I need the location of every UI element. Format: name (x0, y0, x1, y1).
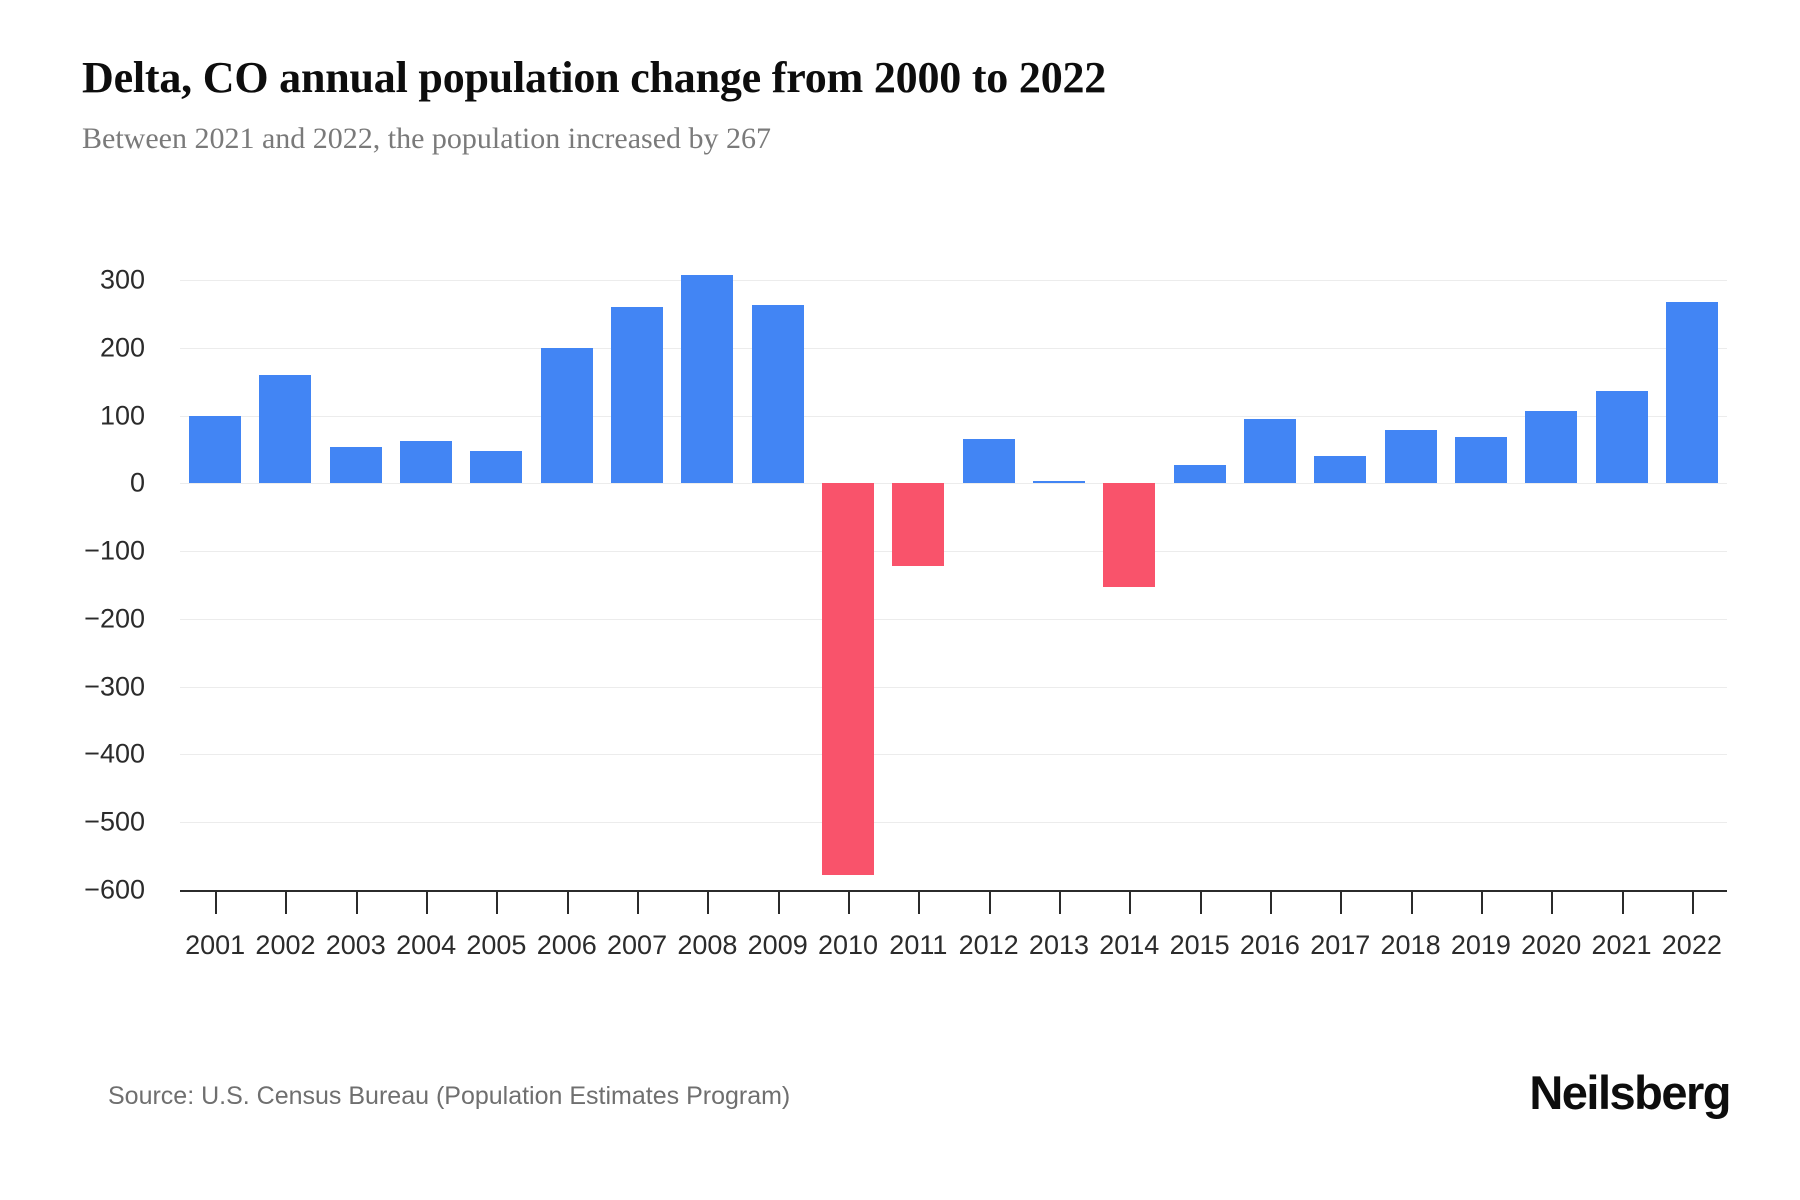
gridline (180, 551, 1727, 553)
gridline (180, 280, 1727, 281)
y-axis-tick-label: 200 (99, 332, 145, 363)
bar-series (180, 275, 1727, 890)
x-axis-tick-label-2009: 2009 (747, 930, 808, 960)
bar-2022[interactable] (1665, 302, 1718, 484)
x-axis-tick (1480, 890, 1483, 914)
x-axis-tick (496, 890, 499, 914)
bar-2018[interactable] (1384, 429, 1437, 484)
x-axis-tick-label-2020: 2020 (1521, 930, 1582, 960)
bar-2010[interactable] (822, 483, 875, 876)
x-axis-tick-label-2019: 2019 (1450, 930, 1511, 960)
x-axis-tick (215, 890, 218, 914)
x-axis-tick-label-2004: 2004 (396, 930, 457, 960)
bar-2013[interactable] (1032, 481, 1085, 484)
x-axis-tick (426, 890, 429, 914)
x-axis-tick (1199, 890, 1202, 914)
x-axis-line (180, 890, 1727, 892)
bar-2016[interactable] (1243, 418, 1296, 484)
gridline (180, 754, 1727, 756)
x-axis-tick (848, 890, 851, 914)
bar-2002[interactable] (259, 374, 312, 484)
x-axis-tick-label-2014: 2014 (1099, 930, 1160, 960)
source-note: Source: U.S. Census Bureau (Population E… (108, 1082, 791, 1110)
bar-2020[interactable] (1525, 410, 1578, 484)
bar-2015[interactable] (1173, 465, 1226, 484)
x-axis-tick (918, 890, 921, 914)
x-axis-tick (1129, 890, 1132, 914)
y-axis-tick-label: 300 (99, 264, 145, 295)
bar-2007[interactable] (611, 307, 664, 484)
x-axis-tick-label-2015: 2015 (1169, 930, 1230, 960)
x-axis-tick-label-2016: 2016 (1239, 930, 1300, 960)
y-axis-tick-label: −100 (84, 535, 145, 566)
x-axis-tick (637, 890, 640, 914)
x-axis-tick-label-2002: 2002 (255, 930, 316, 960)
bar-2001[interactable] (189, 415, 242, 484)
bar-2009[interactable] (751, 305, 804, 484)
bar-2014[interactable] (1103, 483, 1156, 588)
x-axis-tick-label-2018: 2018 (1380, 930, 1441, 960)
page-subtitle: Between 2021 and 2022, the population in… (82, 122, 772, 155)
x-axis-tick-label-2005: 2005 (466, 930, 527, 960)
x-axis-tick (707, 890, 710, 914)
x-axis-tick (1269, 890, 1272, 914)
gridline (180, 822, 1727, 824)
x-axis-tick (1410, 890, 1413, 914)
x-axis-tick-label-2017: 2017 (1310, 930, 1371, 960)
brand-logo: Neilsberg (1529, 1066, 1731, 1119)
x-axis-tick (988, 890, 991, 914)
x-axis-tick-label-2010: 2010 (817, 930, 879, 960)
x-axis-tick (355, 890, 358, 914)
x-axis-tick-label-2021: 2021 (1591, 930, 1652, 960)
x-axis-tick (285, 890, 288, 914)
x-axis-tick-label-2012: 2012 (958, 930, 1019, 960)
y-axis-tick-label: 100 (99, 400, 145, 431)
bar-2008[interactable] (681, 275, 734, 484)
x-axis-tick-label-2001: 2001 (185, 930, 246, 960)
x-axis-tick (1058, 890, 1061, 914)
plot-area: 300 200 100 0 −100 −200 −300 −400 −500 −600 (84, 265, 1727, 905)
bar-2011[interactable] (892, 483, 945, 567)
gridline (180, 347, 1727, 349)
gridline (180, 686, 1727, 688)
y-axis-tick-label: −600 (84, 874, 145, 905)
bar-2006[interactable] (540, 347, 593, 484)
y-axis-tick-label: 0 (129, 467, 145, 498)
x-axis-tick (1551, 890, 1554, 914)
bar-2019[interactable] (1454, 436, 1507, 484)
x-axis-tick (566, 890, 569, 914)
bar-2003[interactable] (329, 447, 382, 484)
y-axis-tick-label: −400 (84, 738, 145, 769)
bar-2021[interactable] (1595, 391, 1648, 484)
bar-2004[interactable] (400, 441, 453, 484)
x-axis-tick-label-2013: 2013 (1028, 930, 1089, 960)
x-axis-tick-label-2006: 2006 (536, 930, 597, 960)
gridline (180, 415, 1727, 417)
x-axis-tick-label-2008: 2008 (677, 930, 738, 960)
x-axis-tick (777, 890, 780, 914)
gridline (180, 483, 1727, 485)
x-axis-tick-label-2022: 2022 (1661, 930, 1722, 960)
x-axis-tick-label-2007: 2007 (607, 930, 668, 960)
page-title: Delta, CO annual population change from … (82, 53, 1107, 102)
y-axis-tick-label: −500 (84, 806, 145, 837)
x-axis-tick-label-2011: 2011 (889, 930, 948, 960)
x-axis-tick-label-2003: 2003 (325, 930, 386, 960)
gridline (180, 618, 1727, 620)
x-axis-tick (1621, 890, 1624, 914)
y-axis-tick-label: −300 (84, 671, 145, 702)
x-axis-tick (1340, 890, 1343, 914)
bar-2017[interactable] (1314, 455, 1367, 484)
y-axis-tick-label: −200 (84, 603, 145, 634)
x-axis-tick (1691, 890, 1694, 914)
bar-2012[interactable] (962, 439, 1015, 484)
bar-2005[interactable] (470, 450, 523, 484)
